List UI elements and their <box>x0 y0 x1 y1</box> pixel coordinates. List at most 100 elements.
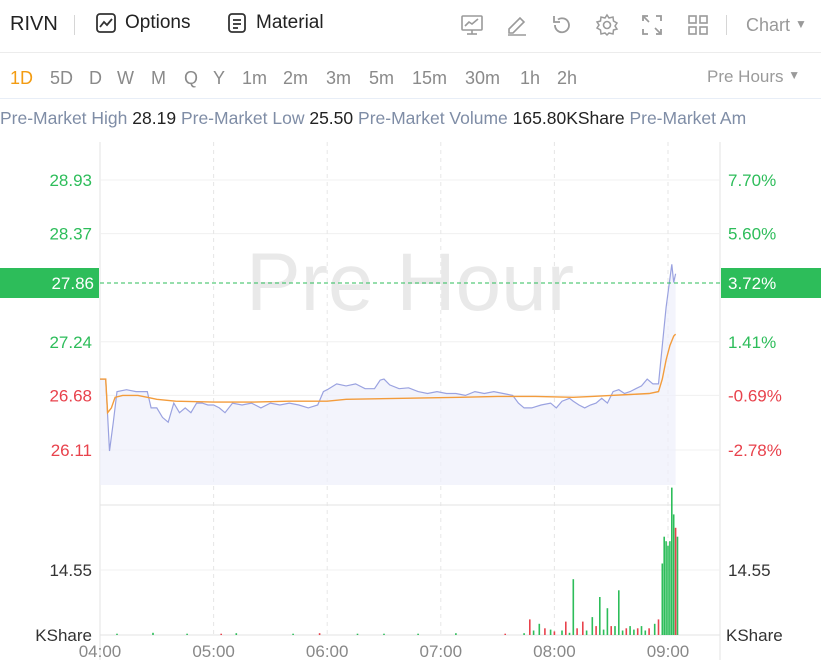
volume-bar <box>602 629 605 635</box>
volume-bar <box>595 626 597 635</box>
volume-bar <box>582 621 584 635</box>
volume-bar <box>653 623 656 635</box>
period-tab-2m[interactable]: 2m <box>283 68 309 88</box>
volume-unit-label-right: KShare <box>726 626 783 645</box>
time-tick-label: 07:00 <box>420 642 463 661</box>
period-tab-1m[interactable]: 1m <box>242 68 268 88</box>
options-label: Options <box>125 12 191 33</box>
volume-bar <box>676 536 679 635</box>
volume-bar <box>455 633 457 635</box>
period-tab-5d[interactable]: 5D <box>50 68 74 88</box>
volume-bar <box>235 633 238 635</box>
percent-tick-label: 7.70% <box>728 171 776 190</box>
volume-bar <box>292 633 294 635</box>
period-tab-m[interactable]: M <box>151 68 166 88</box>
reset-icon[interactable] <box>550 13 574 37</box>
chart-type-label: Chart <box>746 15 791 35</box>
period-bar: 1D 5D D W M Q Y 1m 2m 3m 5m 15m 30m 1h 2h Pre Hours ▼ <box>0 56 821 99</box>
percent-tick-label: -2.78% <box>728 441 782 460</box>
settings-icon[interactable] <box>595 13 619 37</box>
period-tab-w[interactable]: W <box>117 68 134 88</box>
period-tab-15m[interactable]: 15m <box>412 68 448 88</box>
volume-bar <box>152 632 154 635</box>
volume-bar <box>665 541 667 635</box>
volume-bar <box>614 626 616 635</box>
volume-bar <box>532 630 535 635</box>
volume-bar <box>657 619 660 635</box>
time-tick-label: 04:00 <box>79 642 122 661</box>
volume-bar <box>625 628 628 635</box>
volume-bar <box>621 630 624 635</box>
caret-down-icon: ▼ <box>795 17 807 31</box>
layout-grid-icon[interactable] <box>686 13 710 37</box>
volume-bar <box>529 619 531 635</box>
percent-tick-label: 1.41% <box>728 333 776 352</box>
current-change-label: 3.72% <box>728 274 776 293</box>
average-price-line <box>100 333 677 415</box>
volume-value: 165.80KShare <box>512 108 625 128</box>
chart-type-dropdown[interactable]: Chart ▼ <box>746 15 807 36</box>
low-value: 25.50 <box>309 108 354 128</box>
symbol-label[interactable]: RIVN <box>10 13 58 35</box>
caret-down-icon: ▼ <box>788 68 801 82</box>
draw-pen-icon[interactable] <box>505 13 529 37</box>
volume-bar <box>672 514 675 635</box>
period-tab-1d[interactable]: 1D <box>10 68 34 88</box>
material-button[interactable]: Material <box>226 12 324 34</box>
current-price-badge <box>0 268 99 298</box>
current-change-badge <box>721 268 821 298</box>
top-toolbar: RIVN Options Material <box>0 0 821 53</box>
document-icon <box>228 13 246 33</box>
time-tick-label: 06:00 <box>306 642 349 661</box>
period-tab-30m[interactable]: 30m <box>465 68 501 88</box>
session-label: Pre Hours <box>707 67 784 86</box>
volume-bar <box>633 629 635 635</box>
volume-bar <box>610 626 612 635</box>
time-tick-label: 09:00 <box>647 642 690 661</box>
volume-label: Pre-Market Volume <box>358 108 508 128</box>
volume-bar <box>572 579 575 635</box>
price-line <box>100 264 677 452</box>
percent-tick-label: -0.69% <box>728 386 782 405</box>
period-tab-y[interactable]: Y <box>213 68 226 88</box>
premarket-stats: Pre-Market High 28.19 Pre-Market Low 25.… <box>0 108 821 136</box>
fullscreen-icon[interactable] <box>640 13 664 37</box>
volume-bar <box>318 633 321 635</box>
volume-bar <box>576 628 578 635</box>
period-tab-2h[interactable]: 2h <box>557 68 578 88</box>
volume-bar <box>667 545 669 635</box>
period-tab-q[interactable]: Q <box>184 68 199 88</box>
high-label: Pre-Market High <box>0 108 128 128</box>
options-chart-icon <box>96 13 116 33</box>
period-tab-d[interactable]: D <box>89 68 102 88</box>
volume-unit-label: KShare <box>35 626 92 645</box>
volume-bar <box>618 590 620 635</box>
volume-bar <box>220 633 222 635</box>
volume-bar <box>565 621 567 635</box>
period-tab-5m[interactable]: 5m <box>369 68 395 88</box>
volume-bar <box>640 626 643 635</box>
price-tick-label: 28.37 <box>49 225 92 244</box>
volume-bar <box>671 487 673 635</box>
volume-bar <box>549 629 552 635</box>
volume-bar <box>648 628 650 635</box>
volume-bar <box>504 633 506 635</box>
volume-bar <box>669 541 671 635</box>
chart-indicator-icon[interactable] <box>460 13 484 37</box>
toolbar-divider <box>74 15 75 35</box>
current-price-label: 27.86 <box>51 274 94 293</box>
volume-bar <box>116 633 118 635</box>
period-tab-1h[interactable]: 1h <box>520 68 541 88</box>
volume-tick-label: 14.55 <box>49 561 92 580</box>
session-dropdown[interactable]: Pre Hours ▼ <box>707 67 800 87</box>
volume-bar <box>585 630 588 635</box>
period-tab-3m[interactable]: 3m <box>326 68 352 88</box>
options-button[interactable]: Options <box>95 12 190 34</box>
time-tick-label: 08:00 <box>533 642 576 661</box>
volume-bar <box>674 527 677 635</box>
amount-label: Pre-Market Am <box>629 108 747 128</box>
price-tick-label: 26.11 <box>51 441 92 460</box>
volume-bar <box>591 617 594 635</box>
time-tick-label: 05:00 <box>192 642 235 661</box>
